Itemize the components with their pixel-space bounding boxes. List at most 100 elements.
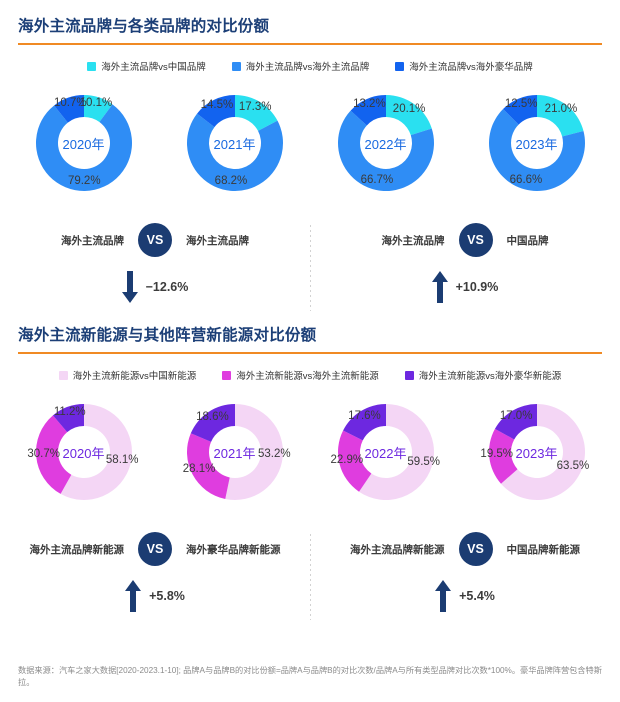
donut-slice[interactable] bbox=[196, 95, 235, 128]
comparison-right-label: 中国品牌 bbox=[506, 234, 549, 247]
legend-swatch-icon bbox=[87, 61, 97, 71]
comparison-left-label: 海外主流品牌 bbox=[381, 234, 445, 247]
donut-slice[interactable] bbox=[60, 404, 132, 500]
slice-percent-label: 59.5% bbox=[407, 455, 441, 468]
slice-percent-label: 19.5% bbox=[480, 448, 514, 461]
donut-chart: 2020年 58.1% 30.7% 11.2% bbox=[13, 388, 155, 516]
delta-value: +10.9% bbox=[455, 280, 499, 294]
donut-slice[interactable] bbox=[83, 95, 112, 123]
slice-percent-label: 10.1% bbox=[79, 96, 113, 109]
slice-percent-label: 13.2% bbox=[353, 98, 386, 111]
title-underline bbox=[18, 43, 602, 45]
donut-slice[interactable] bbox=[342, 404, 386, 441]
donut-chart: 2021年 17.3% 68.2% 14.5% bbox=[164, 79, 306, 207]
donut-slice[interactable] bbox=[52, 404, 84, 433]
slice-percent-label: 12.5% bbox=[504, 98, 538, 111]
donut-slice[interactable] bbox=[53, 95, 84, 123]
legend-swatch-icon bbox=[404, 370, 414, 380]
delta-value: +5.4% bbox=[459, 589, 495, 603]
comparison-card: 海外主流品牌 VS 海外主流品牌 −12.6% bbox=[0, 223, 310, 307]
comparison-right-label: 海外主流品牌 bbox=[186, 234, 249, 247]
legend-swatch-icon bbox=[395, 61, 405, 71]
section-nev-comparison: 海外主流新能源与其他阵营新能源对比份额 海外主流新能源vs中国新能源 海外主流新能… bbox=[0, 307, 620, 620]
section-brand-comparison: 海外主流品牌与各类品牌的对比份额 海外主流品牌vs中国品牌 海外主流品牌vs海外主… bbox=[0, 0, 620, 311]
source-note: 数据来源：汽车之家大数据[2020-2023.1-10]; 品牌A与品牌B的对比… bbox=[18, 665, 602, 688]
slice-percent-label: 68.2% bbox=[214, 174, 248, 187]
legend-swatch-icon bbox=[231, 61, 241, 71]
delta-value: +5.8% bbox=[149, 589, 185, 603]
donut-slice[interactable] bbox=[186, 113, 283, 191]
vs-badge: VS bbox=[138, 532, 172, 566]
slice-percent-label: 20.1% bbox=[392, 102, 426, 115]
donut-slice[interactable] bbox=[488, 109, 585, 191]
comparison-right-label: 中国品牌新能源 bbox=[506, 543, 581, 556]
donut-chart: 2022年 20.1% 66.7% 13.2% bbox=[315, 79, 457, 207]
donut-chart: 2023年 63.5% 19.5% 17.0% bbox=[466, 388, 608, 516]
comparison-header: 海外主流品牌新能源 VS 海外豪华品牌新能源 bbox=[0, 532, 310, 566]
donut-chart: 2020年 10.1% 79.2% 10.7% bbox=[13, 79, 155, 207]
legend-label: 海外主流品牌vs中国品牌 bbox=[101, 62, 206, 73]
donut-row-nev: 2020年 58.1% 30.7% 11.2% 2021年 53.2% 28.1% 18.6%… bbox=[0, 388, 620, 516]
legend-item[interactable]: 海外主流新能源vs海外豪华新能源 bbox=[404, 368, 562, 382]
slice-percent-label: 14.5% bbox=[200, 99, 234, 112]
legend-item[interactable]: 海外主流新能源vs海外主流新能源 bbox=[222, 368, 379, 382]
legend-label: 海外主流新能源vs海外主流新能源 bbox=[236, 371, 379, 382]
slice-percent-label: 21.0% bbox=[544, 103, 578, 116]
donut-slice[interactable] bbox=[358, 404, 434, 500]
legend-label: 海外主流新能源vs海外豪华新能源 bbox=[418, 371, 562, 382]
slice-percent-label: 58.1% bbox=[105, 454, 139, 467]
section-title: 海外主流新能源与其他阵营新能源对比份额 bbox=[18, 327, 317, 344]
donut-chart: 2022年 59.5% 22.9% 17.6% bbox=[315, 388, 457, 516]
legend-item[interactable]: 海外主流品牌vs海外豪华品牌 bbox=[395, 59, 533, 73]
comparison-row-brand: 海外主流品牌 VS 海外主流品牌 −12.6% 海外主流品牌 VS 中国品牌 +10.9% bbox=[0, 223, 620, 311]
legend-label: 海外主流品牌vs海外主流品牌 bbox=[245, 62, 370, 73]
legend-item[interactable]: 海外主流品牌vs海外主流品牌 bbox=[231, 59, 370, 73]
donut-slice[interactable] bbox=[500, 404, 585, 500]
comparison-left-label: 海外主流品牌新能源 bbox=[29, 543, 125, 556]
title-underline bbox=[18, 352, 602, 354]
slice-percent-label: 79.2% bbox=[67, 174, 101, 187]
donut-slice[interactable] bbox=[224, 404, 283, 500]
comparison-card: 海外主流品牌 VS 中国品牌 +10.9% bbox=[310, 223, 620, 311]
donut-slice[interactable] bbox=[186, 433, 230, 500]
arrow-up-icon bbox=[435, 580, 452, 612]
comparison-left-label: 海外主流品牌新能源 bbox=[350, 543, 445, 556]
donut-slice[interactable] bbox=[337, 430, 371, 492]
vs-badge: VS bbox=[458, 532, 493, 566]
arrow-up-icon bbox=[431, 271, 448, 303]
slice-percent-label: 18.6% bbox=[196, 410, 229, 423]
donut-chart: 2021年 53.2% 28.1% 18.6% bbox=[164, 388, 306, 516]
donut-slice[interactable] bbox=[190, 404, 235, 442]
slice-percent-label: 17.3% bbox=[238, 100, 272, 113]
donut-slice[interactable] bbox=[494, 404, 537, 440]
comparison-header: 海外主流品牌新能源 VS 中国品牌新能源 bbox=[310, 532, 620, 566]
slice-percent-label: 17.0% bbox=[499, 409, 533, 422]
donut-slice[interactable] bbox=[35, 415, 71, 494]
donut-slice[interactable] bbox=[350, 95, 386, 126]
donut-slice[interactable] bbox=[234, 95, 277, 131]
donut-slice[interactable] bbox=[385, 95, 432, 136]
legend-swatch-icon bbox=[222, 370, 232, 380]
legend-nev: 海外主流新能源vs中国新能源 海外主流新能源vs海外主流新能源 海外主流新能源vs海… bbox=[0, 368, 620, 382]
comparison-row-nev: 海外主流品牌新能源 VS 海外豪华品牌新能源 +5.8% 海外主流品牌新能源 VS 中国品牌… bbox=[0, 532, 620, 620]
delta-indicator: −12.6% bbox=[0, 271, 310, 303]
delta-value: −12.6% bbox=[145, 280, 189, 294]
donut-slice[interactable] bbox=[337, 110, 434, 191]
comparison-right-label: 海外豪华品牌新能源 bbox=[186, 543, 281, 556]
delta-indicator: +5.4% bbox=[310, 580, 620, 612]
donut-slice[interactable] bbox=[536, 95, 583, 137]
legend-item[interactable]: 海外主流新能源vs中国新能源 bbox=[58, 368, 196, 382]
vs-badge: VS bbox=[138, 223, 172, 257]
arrow-up-icon bbox=[125, 580, 142, 612]
comparison-left-label: 海外主流品牌 bbox=[61, 234, 124, 247]
slice-percent-label: 53.2% bbox=[257, 448, 291, 461]
donut-slice[interactable] bbox=[502, 95, 537, 125]
donut-slice[interactable] bbox=[488, 428, 517, 484]
legend-item[interactable]: 海外主流品牌vs中国品牌 bbox=[87, 59, 206, 73]
arrow-down-icon bbox=[121, 271, 138, 303]
comparison-header: 海外主流品牌 VS 中国品牌 bbox=[310, 223, 620, 257]
vs-badge: VS bbox=[458, 223, 493, 257]
donut-slice[interactable] bbox=[35, 104, 132, 191]
section-title: 海外主流品牌与各类品牌的对比份额 bbox=[18, 18, 270, 35]
comparison-card: 海外主流品牌新能源 VS 中国品牌新能源 +5.4% bbox=[310, 532, 620, 620]
